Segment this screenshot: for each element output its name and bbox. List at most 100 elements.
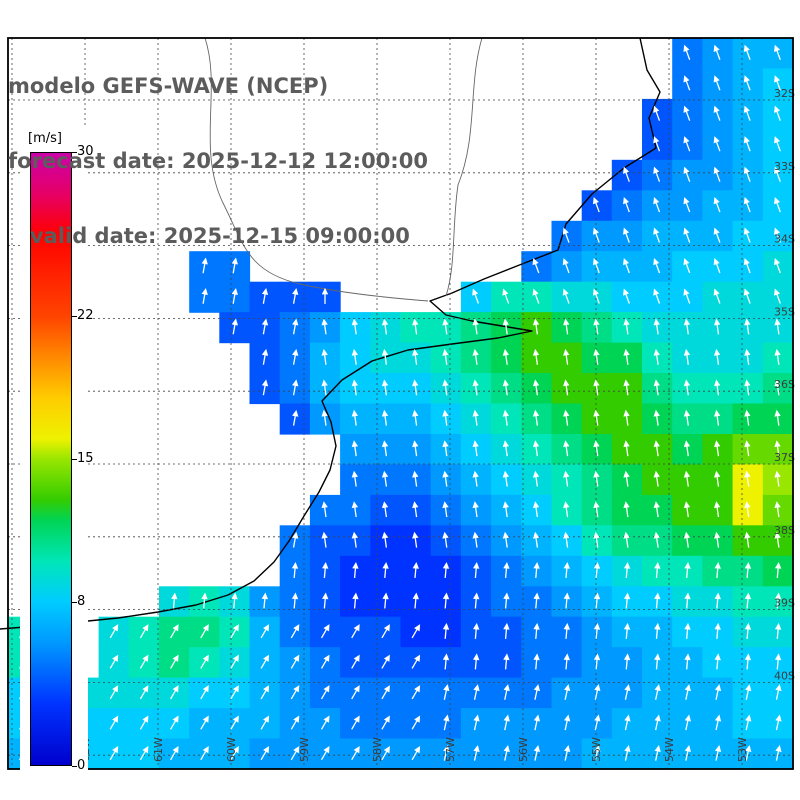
wind-arrow-icon xyxy=(653,136,661,152)
wind-arrow-icon xyxy=(744,379,751,396)
wind-arrow-icon xyxy=(774,653,782,670)
wind-arrow-icon xyxy=(744,562,752,579)
wind-arrow-icon xyxy=(653,318,660,335)
wind-arrow-icon xyxy=(593,318,600,335)
wind-arrow-icon xyxy=(683,501,691,518)
wind-arrow-icon xyxy=(713,75,721,91)
wind-arrow-icon xyxy=(201,288,208,304)
wind-arrow-icon xyxy=(713,379,721,396)
wind-arrow-icon xyxy=(351,624,360,639)
wind-arrow-icon xyxy=(713,531,721,548)
wind-arrow-icon xyxy=(683,136,691,152)
wind-arrow-icon xyxy=(713,44,721,61)
wind-arrow-icon xyxy=(562,257,570,274)
wind-arrow-icon xyxy=(412,440,419,457)
wind-arrow-icon xyxy=(472,348,479,365)
wind-arrow-icon xyxy=(320,715,330,730)
wind-arrow-icon xyxy=(713,501,721,518)
wind-arrow-icon xyxy=(442,440,449,457)
wind-arrow-icon xyxy=(200,746,209,761)
grid-lines xyxy=(8,38,793,769)
lon-label: 54W xyxy=(663,737,676,762)
wind-arrow-icon xyxy=(683,288,691,304)
wind-arrow-icon xyxy=(443,684,450,700)
lon-label: 55W xyxy=(590,737,603,762)
wind-arrow-icon xyxy=(442,348,449,365)
wind-arrow-icon xyxy=(200,624,209,639)
wind-arrow-icon xyxy=(624,684,631,700)
wind-arrow-icon xyxy=(744,470,751,487)
wind-arrow-icon xyxy=(260,715,270,730)
wind-arrow-icon xyxy=(743,136,751,152)
wind-arrow-icon xyxy=(321,348,328,365)
wind-arrow-icon xyxy=(593,409,600,426)
wind-arrow-icon xyxy=(714,592,721,609)
wind-arrow-icon xyxy=(684,653,691,670)
wind-arrow-icon xyxy=(623,470,630,487)
wind-arrow-icon xyxy=(260,685,270,700)
wind-arrow-icon xyxy=(502,501,510,518)
wind-arrow-icon xyxy=(623,440,630,457)
wind-arrow-icon xyxy=(623,288,630,304)
wind-arrow-icon xyxy=(593,562,601,579)
wind-arrow-icon xyxy=(472,470,479,487)
wind-arrow-icon xyxy=(139,654,149,669)
coastline-path xyxy=(0,37,661,630)
wind-arrow-icon xyxy=(653,409,660,426)
wind-arrow-icon xyxy=(713,440,721,457)
wind-arrow-icon xyxy=(442,501,449,518)
wind-arrow-icon xyxy=(654,562,661,579)
wind-arrow-icon xyxy=(683,257,691,274)
wind-arrow-icon xyxy=(411,746,421,761)
wind-arrow-icon xyxy=(774,227,781,243)
wind-arrow-icon xyxy=(411,654,421,669)
wind-arrow-icon xyxy=(623,257,630,274)
wind-arrow-icon xyxy=(532,348,540,365)
wind-arrow-icon xyxy=(683,318,691,335)
lat-label: 33S xyxy=(774,160,795,173)
wind-arrow-icon xyxy=(713,166,721,182)
wind-arrow-icon xyxy=(201,592,208,609)
wind-arrow-icon xyxy=(139,715,149,730)
wind-arrow-icon xyxy=(442,470,449,487)
wind-arrow-icon xyxy=(381,409,389,426)
wind-arrow-icon xyxy=(231,318,238,335)
wind-arrow-icon xyxy=(443,714,450,731)
wind-arrow-icon xyxy=(321,318,328,335)
colorbar-tick-mark xyxy=(72,152,77,153)
wind-arrow-icon xyxy=(442,531,449,548)
wind-arrow-icon xyxy=(775,744,782,761)
wind-arrow-icon xyxy=(200,715,209,730)
wind-arrow-icon xyxy=(745,714,752,731)
wind-arrow-icon xyxy=(321,379,328,396)
lat-label: 40S xyxy=(774,669,795,682)
wind-arrow-icon xyxy=(533,562,540,579)
wind-arrow-icon xyxy=(472,318,479,335)
wind-arrow-icon xyxy=(473,684,480,700)
colorbar-tick-mark xyxy=(72,766,77,767)
wind-arrow-icon xyxy=(109,624,119,639)
wind-arrow-icon xyxy=(473,562,480,579)
wind-arrow-icon xyxy=(503,653,510,670)
wind-arrows xyxy=(19,44,782,761)
wind-arrow-icon xyxy=(351,746,360,761)
wind-arrow-icon xyxy=(473,592,480,609)
coastline xyxy=(0,37,661,630)
wind-arrow-icon xyxy=(653,105,661,121)
wind-arrow-icon xyxy=(593,470,600,487)
colorbar-tick-label: 15 xyxy=(77,451,94,466)
wind-arrow-icon xyxy=(442,379,449,396)
wind-arrow-icon xyxy=(381,624,390,639)
wind-arrow-icon xyxy=(290,746,300,761)
wind-arrow-icon xyxy=(381,379,389,396)
wind-arrow-icon xyxy=(412,318,419,335)
wind-arrow-icon xyxy=(381,440,389,457)
wind-arrow-icon xyxy=(170,654,179,669)
wind-arrow-icon xyxy=(593,379,600,396)
wind-arrow-icon xyxy=(502,288,510,304)
wind-arrow-icon xyxy=(291,592,299,609)
wind-arrow-icon xyxy=(533,653,540,670)
wind-arrow-icon xyxy=(260,746,270,761)
wind-arrow-icon xyxy=(170,624,179,639)
wind-arrow-icon xyxy=(683,470,691,487)
